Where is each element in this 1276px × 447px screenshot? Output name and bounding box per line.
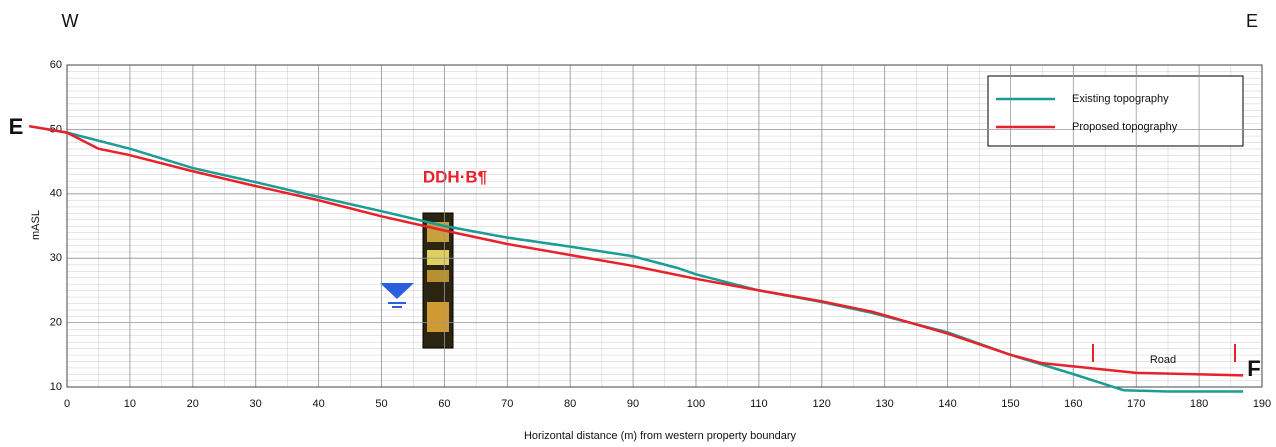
legend-label: Proposed topography <box>1072 121 1178 133</box>
corner-label: W <box>62 11 79 31</box>
chart: W E E F Horizontal distance (m) from wes… <box>0 0 1276 447</box>
y-tick-label: 40 <box>50 188 62 200</box>
x-tick-label: 180 <box>1190 398 1208 410</box>
legend <box>988 76 1243 146</box>
x-tick-label: 70 <box>501 398 513 410</box>
x-tick-label: 100 <box>687 398 705 410</box>
x-tick-label: 130 <box>875 398 893 410</box>
y-tick-label: 30 <box>50 252 62 264</box>
x-tick-label: 140 <box>938 398 956 410</box>
y-tick-label: 20 <box>50 317 62 329</box>
section-label: E <box>9 114 24 139</box>
x-tick-label: 50 <box>375 398 387 410</box>
y-tick-label: 10 <box>50 381 62 393</box>
borehole-log <box>423 213 453 348</box>
x-tick-label: 190 <box>1253 398 1271 410</box>
x-tick-label: 160 <box>1064 398 1082 410</box>
x-tick-label: 120 <box>813 398 831 410</box>
road-label: Road <box>1150 354 1176 366</box>
x-tick-label: 40 <box>312 398 324 410</box>
x-tick-label: 10 <box>124 398 136 410</box>
y-tick-label: 60 <box>50 59 62 71</box>
x-tick-label: 110 <box>750 398 768 410</box>
legend-label: Existing topography <box>1072 93 1169 105</box>
x-tick-label: 0 <box>64 398 70 410</box>
x-tick-label: 20 <box>187 398 199 410</box>
y-axis-label: mASL <box>30 210 42 240</box>
borehole-label: DDH·B¶ <box>423 167 487 186</box>
x-tick-label: 30 <box>250 398 262 410</box>
x-tick-label: 150 <box>1001 398 1019 410</box>
x-tick-label: 90 <box>627 398 639 410</box>
corner-label: E <box>1246 11 1258 31</box>
x-tick-label: 170 <box>1127 398 1145 410</box>
page: {"chart_data": {"type": "line", "corner_… <box>0 0 1276 447</box>
x-tick-label: 60 <box>438 398 450 410</box>
x-tick-label: 80 <box>564 398 576 410</box>
x-axis-label: Horizontal distance (m) from western pro… <box>524 430 797 442</box>
section-label: F <box>1247 356 1260 381</box>
